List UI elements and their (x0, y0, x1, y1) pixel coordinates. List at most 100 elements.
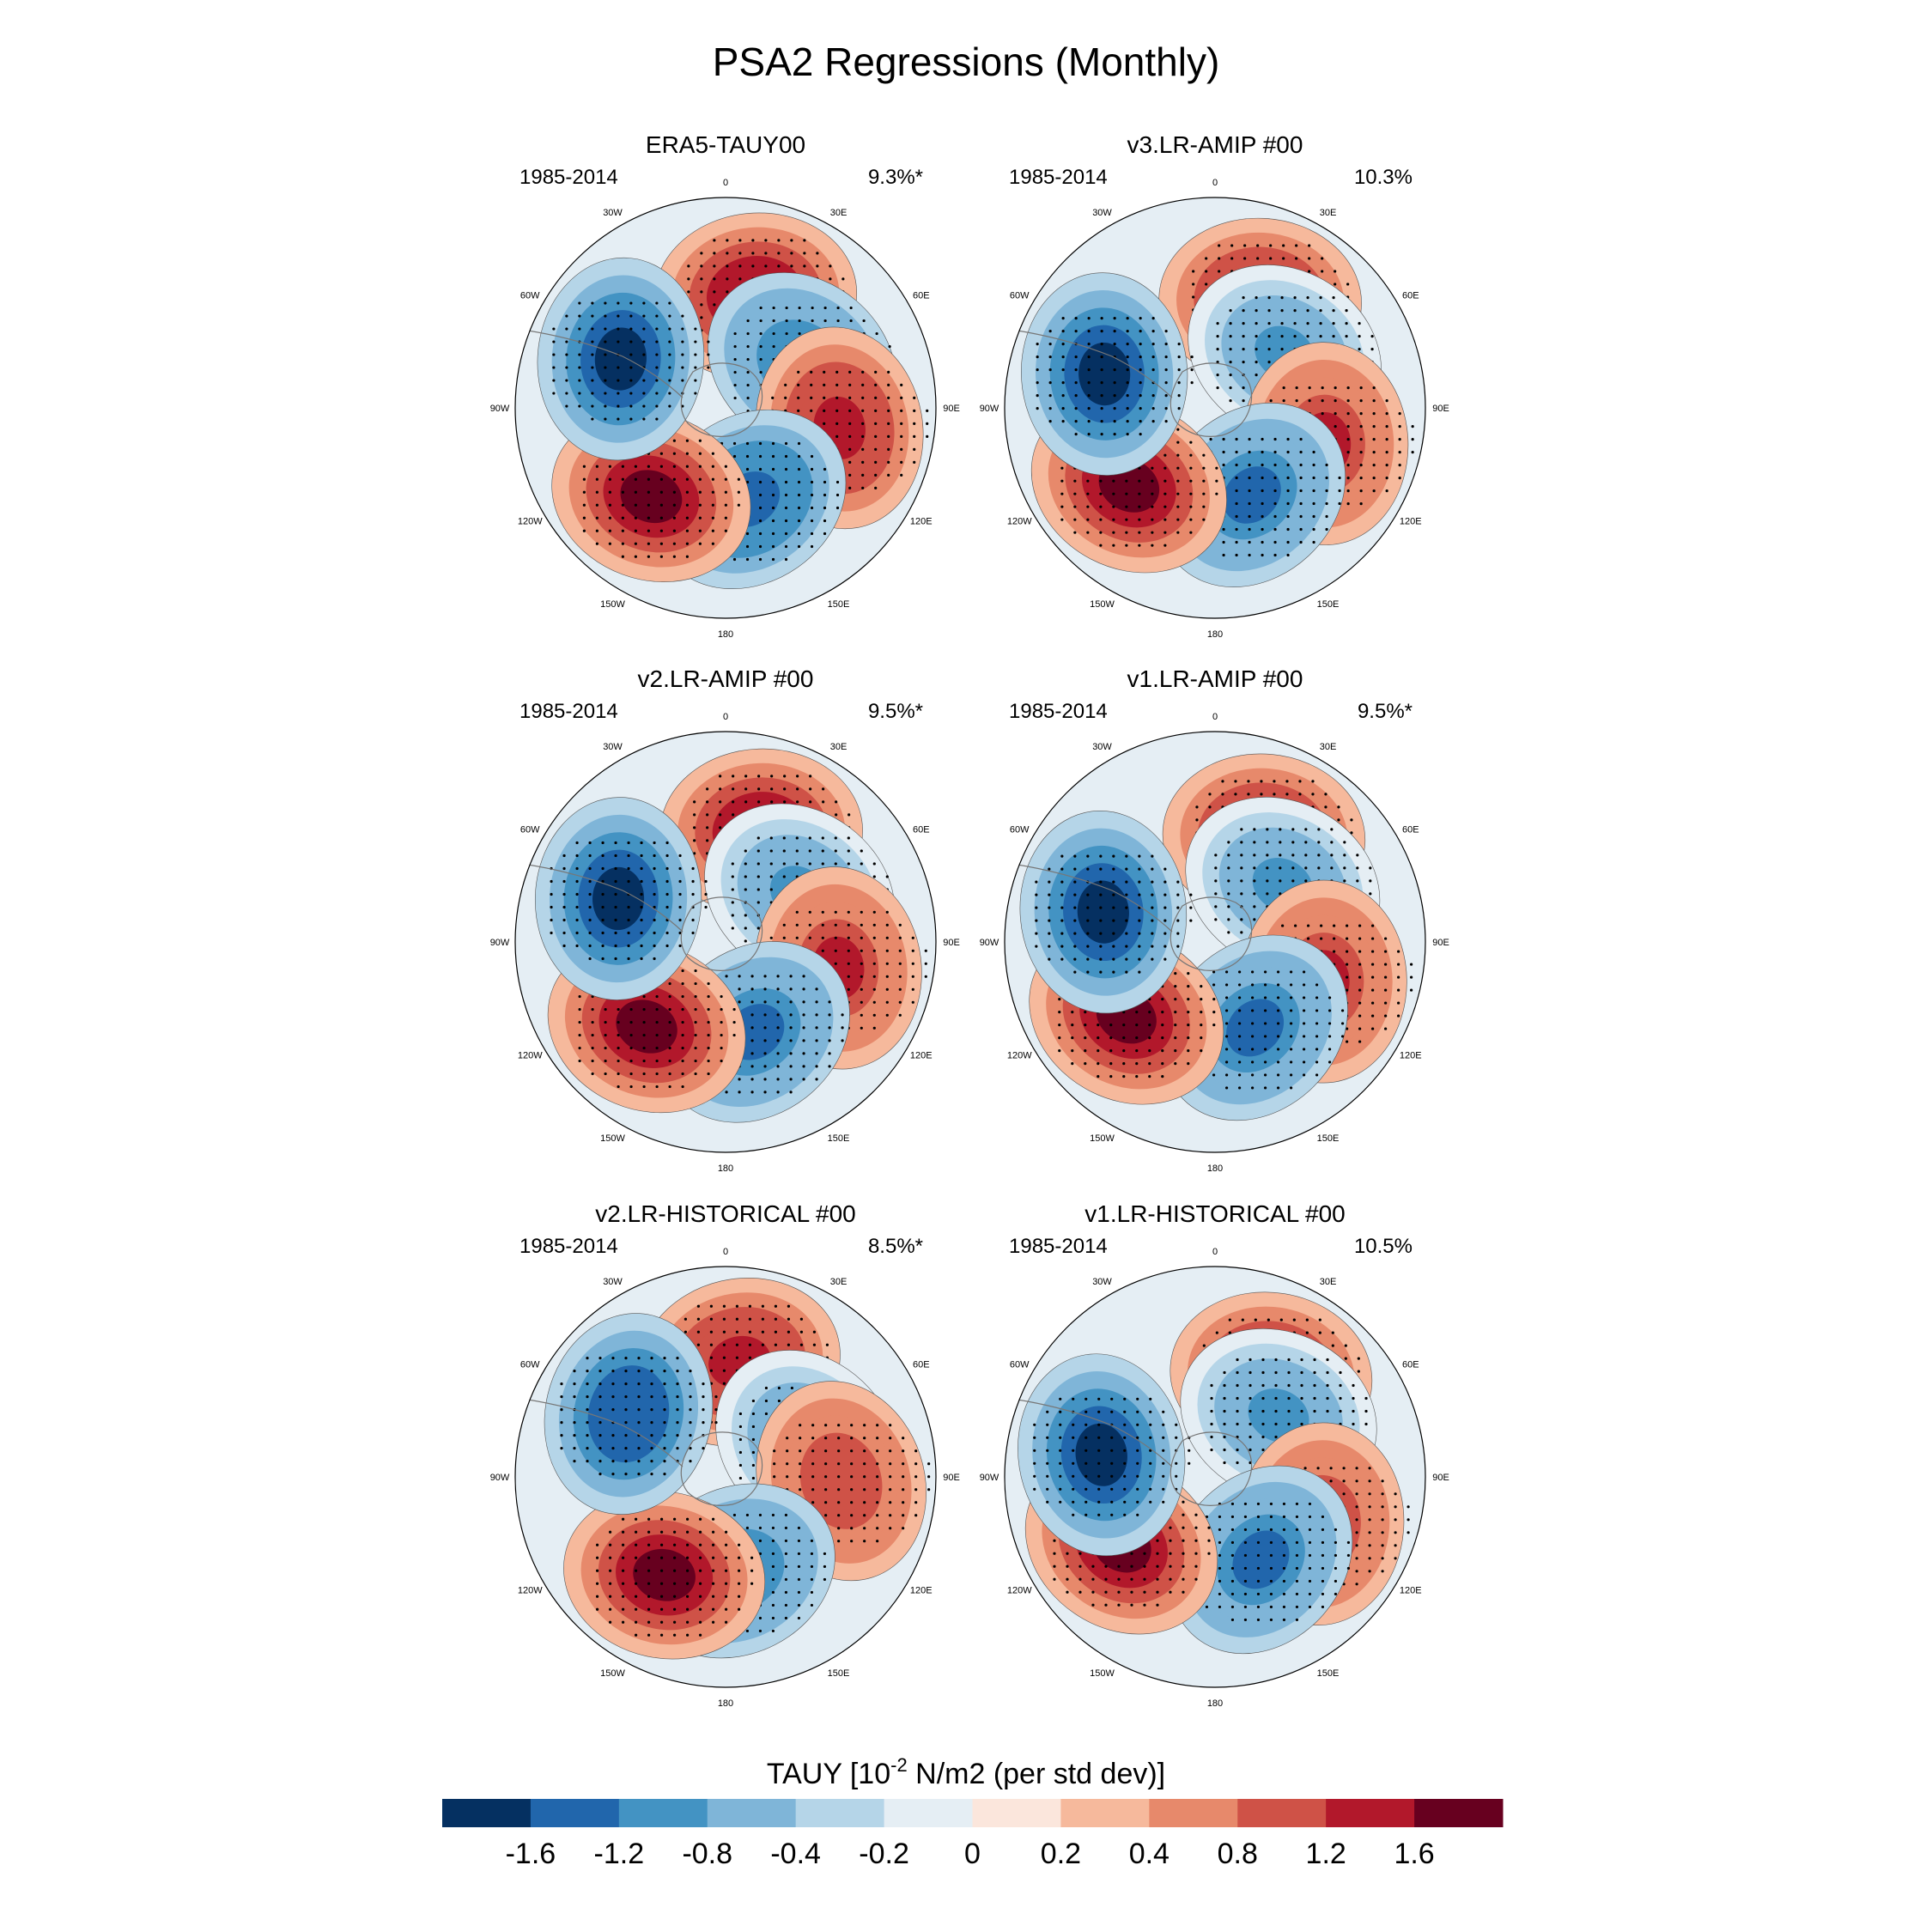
stipple-dot (1385, 451, 1388, 454)
stipple-dot (1282, 257, 1285, 260)
stipple-dot (1276, 1086, 1280, 1090)
stipple-dot (698, 477, 702, 481)
stipple-dot (771, 1616, 775, 1620)
stipple-dot (1242, 296, 1245, 300)
stipple-dot (737, 490, 740, 494)
stipple-dot (1371, 924, 1375, 927)
stipple-dot (1036, 394, 1039, 398)
stipple-dot (1230, 244, 1234, 247)
stipple-dot (1216, 386, 1219, 390)
stipple-dot (745, 544, 750, 549)
stipple-dot (786, 1462, 789, 1466)
stipple-dot (621, 1569, 625, 1572)
stipple-dot (1338, 489, 1341, 493)
stipple-dot (1060, 880, 1064, 884)
stipple-dot (1073, 492, 1077, 495)
stipple-dot (861, 396, 865, 399)
stipple-dot (1205, 257, 1208, 260)
stipple-dot (1394, 1505, 1397, 1509)
stipple-dot (611, 1395, 615, 1399)
stipple-dot (1381, 1544, 1384, 1547)
stipple-dot (1302, 1060, 1306, 1064)
stipple-dot (861, 383, 865, 386)
stipple-dot (1097, 1500, 1101, 1504)
stipple-dot (663, 1434, 666, 1437)
stipple-dot (685, 1556, 690, 1559)
stipple-dot (1149, 1449, 1152, 1452)
stipple-dot (588, 944, 592, 948)
stipple-dot (1187, 1049, 1190, 1053)
stipple-dot (821, 949, 824, 952)
stipple-dot (744, 787, 748, 791)
stipple-dot (1074, 368, 1078, 372)
stipple-dot (591, 404, 594, 408)
stipple-dot (711, 542, 714, 545)
stipple-dot (552, 353, 556, 356)
stipple-dot (1202, 518, 1206, 521)
stipple-dot (1321, 412, 1324, 416)
anomaly-center (544, 1313, 718, 1515)
stipple-dot (1125, 531, 1128, 534)
stipple-dot (573, 1382, 576, 1386)
stipple-dot (898, 1000, 902, 1004)
stipple-dot (837, 1424, 841, 1427)
stipple-dot (694, 379, 697, 382)
stipple-dot (836, 306, 840, 310)
stipple-dot (1346, 489, 1350, 493)
stipple-dot (1209, 437, 1212, 441)
stipple-dot (1125, 544, 1128, 547)
stipple-dot (642, 379, 646, 382)
stipple-dot (668, 1072, 671, 1076)
stipple-dot (1250, 1035, 1255, 1038)
stipple-dot (1048, 957, 1051, 961)
stipple-dot (911, 936, 914, 939)
stipple-dot (1243, 1566, 1248, 1571)
stipple-dot (1274, 1358, 1278, 1362)
stipple-dot (1138, 505, 1141, 508)
colorbar-title-prefix: TAUY [10 (767, 1758, 890, 1790)
stipple-dot (1340, 1035, 1345, 1038)
stipple-dot (1295, 1579, 1299, 1583)
stipple-dot (887, 473, 890, 477)
stipple-dot (1273, 476, 1277, 480)
stipple-dot (560, 1395, 563, 1399)
stipple-dot (1113, 368, 1116, 372)
stipple-dot (1243, 1528, 1248, 1532)
stipple-dot (711, 1543, 715, 1546)
stipple-dot (926, 409, 929, 412)
stipple-dot (1125, 854, 1128, 858)
stipple-dot (1334, 412, 1337, 416)
stipple-dot (1125, 906, 1128, 909)
stipple-dot (1151, 317, 1155, 320)
stipple-dot (824, 1514, 828, 1517)
stipple-dot (1202, 492, 1206, 495)
stipple-dot (887, 409, 890, 412)
stipple-dot (1299, 514, 1303, 519)
stipple-dot (1099, 880, 1103, 884)
stipple-dot (614, 892, 617, 896)
stipple-dot (1317, 854, 1321, 857)
stipple-dot (617, 340, 620, 343)
stipple-dot (1282, 1515, 1286, 1519)
antarctica-coastline (680, 896, 763, 971)
stipple-dot (1261, 1448, 1265, 1452)
stipple-dot (1368, 1557, 1371, 1560)
stipple-dot (1359, 464, 1363, 467)
stipple-dot (595, 490, 598, 494)
stipple-dot (848, 396, 852, 399)
stipple-dot (552, 327, 556, 331)
stipple-dot (1086, 932, 1090, 935)
stipple-dot (598, 1408, 602, 1412)
stipple-dot (1285, 793, 1289, 796)
stipple-dot (1202, 453, 1206, 457)
longitude-label: 30W (1092, 208, 1112, 218)
stipple-dot (1190, 368, 1194, 372)
stipple-dot (1162, 1461, 1165, 1465)
stipple-dot (828, 1000, 831, 1004)
stipple-dot (1182, 1552, 1185, 1555)
stipple-dot (1327, 1022, 1332, 1025)
stipple-dot (863, 1449, 866, 1453)
stipple-dot (672, 555, 676, 558)
longitude-label: 90W (980, 938, 999, 948)
stipple-dot (659, 1582, 664, 1585)
